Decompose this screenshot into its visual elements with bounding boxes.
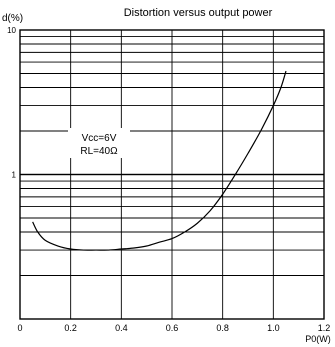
x-tick-label: 1.0 xyxy=(267,323,280,333)
x-tick-label: 0.8 xyxy=(216,323,229,333)
y-tick-labels: 10 1 xyxy=(7,26,16,180)
x-tick-label: 0.2 xyxy=(64,323,77,333)
y-tick-label: 10 xyxy=(7,26,16,35)
x-axis-label: P0(W) xyxy=(305,334,331,344)
x-tick-labels: 0 0.2 0.4 0.6 0.8 1.0 1.2 xyxy=(17,323,330,333)
plot-frame xyxy=(19,29,325,320)
annotation-vcc: Vcc=6V xyxy=(82,133,117,144)
chart-title: Distortion versus output power xyxy=(124,7,273,19)
annotation-rl: RL=40Ω xyxy=(80,146,118,157)
y-axis-label: d(%) xyxy=(2,13,23,24)
y-tick-label: 1 xyxy=(12,171,17,180)
x-tick-label: 0.4 xyxy=(115,323,128,333)
x-tick-label: 1.2 xyxy=(318,323,331,333)
series-line-distortion xyxy=(32,70,287,251)
grid-lines xyxy=(20,30,324,319)
annotation-box: Vcc=6V RL=40Ω xyxy=(68,128,130,158)
x-tick-label: 0 xyxy=(17,323,22,333)
x-tick-label: 0.6 xyxy=(166,323,179,333)
